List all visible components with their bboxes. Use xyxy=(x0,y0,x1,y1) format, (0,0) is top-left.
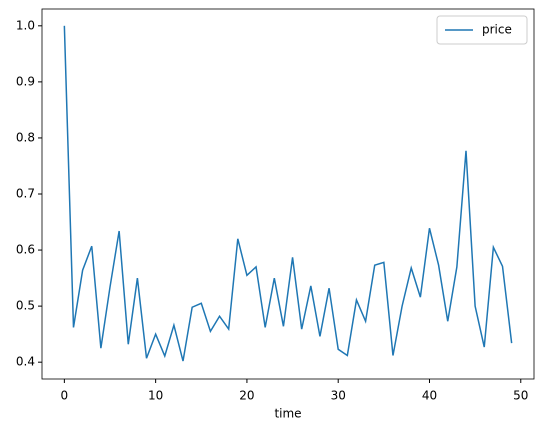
y-tick-label: 0.9 xyxy=(16,74,35,88)
x-tick-label: 30 xyxy=(331,389,346,403)
y-tick-label: 0.4 xyxy=(16,355,35,369)
x-tick-label: 20 xyxy=(239,389,254,403)
x-axis-label: time xyxy=(274,407,301,421)
y-tick-label: 1.0 xyxy=(16,18,35,32)
y-tick-label: 0.5 xyxy=(16,299,35,313)
legend-label: price xyxy=(482,23,512,37)
line xyxy=(63,25,513,362)
x-tick-label: 10 xyxy=(148,389,163,403)
y-tick-label: 0.7 xyxy=(16,187,35,201)
y-tick-label: 0.6 xyxy=(16,243,35,257)
x-tick-label: 40 xyxy=(422,389,437,403)
legend-box xyxy=(436,15,528,45)
y-tick-label: 0.8 xyxy=(16,130,35,144)
x-tick-label: 0 xyxy=(61,389,69,403)
plot-frame xyxy=(41,8,535,380)
x-tick-label: 50 xyxy=(513,389,528,403)
